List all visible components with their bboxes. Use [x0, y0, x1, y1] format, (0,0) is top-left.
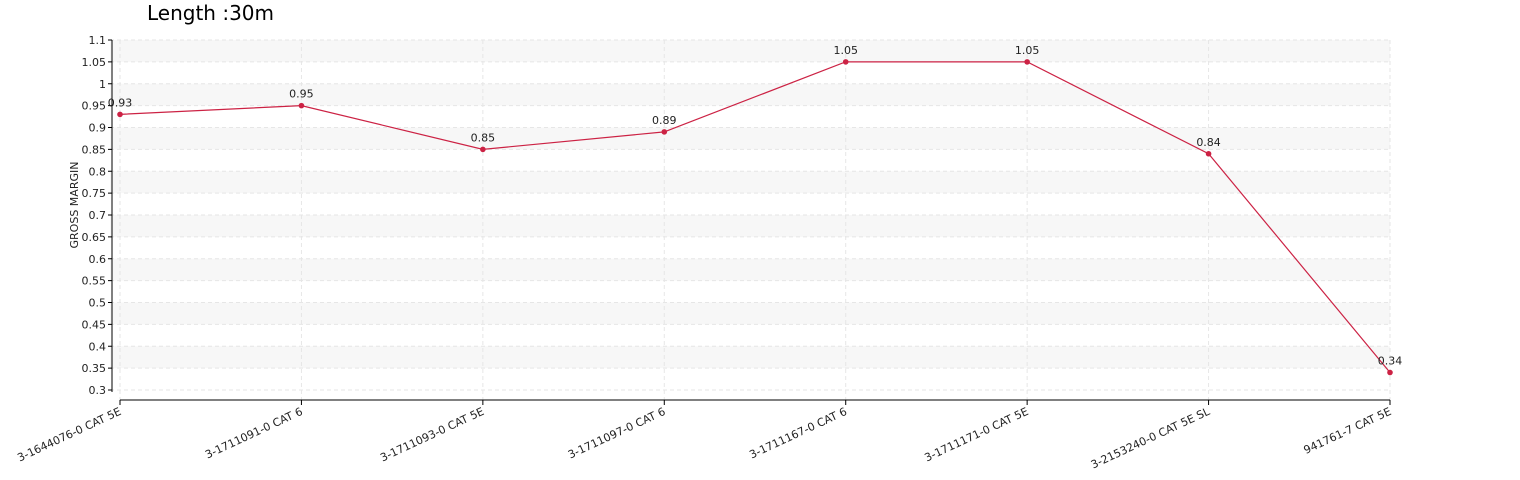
- x-tick-label: 3-1711097-0 CAT 6: [566, 405, 668, 462]
- x-tick-label: 3-1711093-0 CAT 5E: [378, 405, 486, 465]
- y-axis-title-group: GROSS MARGIN: [68, 162, 81, 249]
- y-axis-title: GROSS MARGIN: [68, 162, 81, 249]
- y-tick-label: 0.35: [82, 362, 107, 375]
- data-label: 0.89: [652, 114, 677, 127]
- y-tick-label: 0.9: [89, 122, 107, 135]
- data-label: 1.05: [833, 44, 858, 57]
- y-tick-label: 0.7: [89, 209, 107, 222]
- x-tick-label: 3-2153240-0 CAT 5E SL: [1089, 405, 1213, 472]
- data-point: [1387, 369, 1393, 376]
- y-tick-label: 0.5: [89, 297, 107, 310]
- y-tick-label: 0.6: [89, 253, 107, 266]
- x-tick-label: 3-1644076-0 CAT 5E: [15, 405, 123, 465]
- data-point: [480, 146, 486, 153]
- data-label: 0.85: [471, 131, 496, 144]
- y-tick-label: 0.4: [89, 340, 107, 353]
- x-tick-label: 3-1711171-0 CAT 5E: [923, 405, 1031, 465]
- chart-background-bands: [110, 40, 1390, 369]
- chart-axes: [111, 40, 1390, 401]
- grid-band: [110, 215, 1390, 237]
- data-point: [1024, 59, 1030, 65]
- y-tick-label: 0.85: [82, 143, 107, 156]
- y-tick-label: 1.1: [89, 34, 107, 47]
- data-point: [1205, 150, 1212, 157]
- y-tick-label: 1: [99, 78, 106, 91]
- data-label: 0.84: [1196, 136, 1221, 149]
- grid-band: [110, 258, 1390, 281]
- grid-band: [110, 171, 1390, 194]
- x-axis-ticks: 3-1644076-0 CAT 5E 3-1711091-0 CAT 6 3-171…: [15, 400, 1393, 471]
- x-tick-label: 3-1711167-0 CAT 6: [747, 405, 849, 462]
- chart-gridlines: [110, 39, 1391, 400]
- x-tick-label: 3-1711091-0 CAT 6: [203, 405, 305, 462]
- grid-band: [110, 346, 1390, 369]
- y-tick-label: 0.75: [82, 187, 107, 200]
- y-tick-label: 0.65: [82, 231, 107, 244]
- y-axis-ticks: 0.3 0.35 0.4 0.45 0.5 0.55 0.6 0.65 0.7 0.75 0.8 0.…: [82, 34, 112, 397]
- data-point: [661, 129, 668, 135]
- y-tick-label: 0.45: [82, 318, 107, 331]
- y-tick-label: 0.55: [82, 275, 107, 288]
- x-tick-label: 941761-7 CAT 5E: [1302, 405, 1394, 457]
- y-tick-label: 0.8: [89, 165, 107, 178]
- y-tick-label: 1.05: [82, 56, 107, 69]
- data-point: [117, 111, 123, 118]
- grid-band: [110, 302, 1390, 325]
- series-line: [119, 61, 1391, 373]
- chart-series: [117, 59, 1393, 376]
- grid-band: [110, 40, 1390, 62]
- data-point: [842, 59, 849, 65]
- grid-band: [110, 127, 1390, 150]
- y-tick-label: 0.95: [82, 100, 107, 113]
- data-label: 0.93: [108, 96, 133, 109]
- data-label: 0.34: [1378, 355, 1403, 368]
- grid-band: [110, 83, 1390, 106]
- data-point: [298, 102, 305, 109]
- data-labels: 0.93 0.95 0.85 0.89 1.05 1.05 0.84 0.34: [108, 44, 1403, 368]
- data-label: 0.95: [289, 88, 314, 101]
- data-label: 1.05: [1015, 44, 1040, 57]
- chart-title: Length :30m: [147, 1, 275, 25]
- y-tick-label: 0.3: [89, 384, 107, 397]
